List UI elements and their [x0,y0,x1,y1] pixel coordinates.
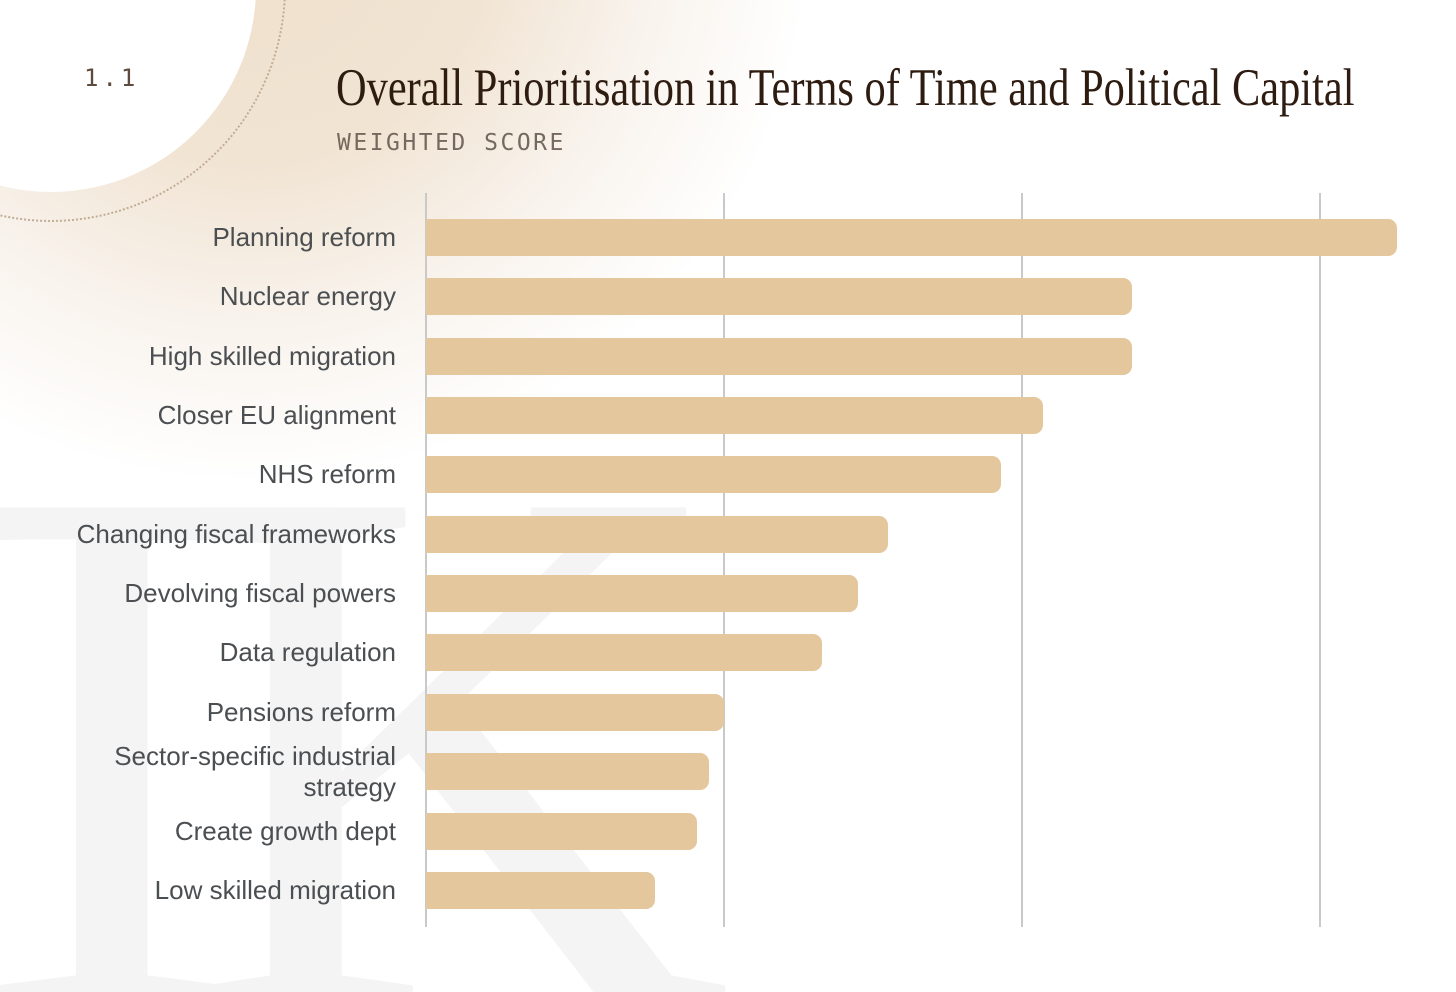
category-label-text: Low skilled migration [154,875,396,905]
bar [426,278,1132,315]
bar [426,338,1132,375]
category-label-text: Closer EU alignment [157,400,396,430]
category-label: Changing fiscal frameworks [51,497,396,573]
category-label: Pensions reform [51,675,396,751]
bar [426,753,709,790]
bar [426,872,655,909]
slide-number: 1.1 [84,64,140,92]
bar [426,694,724,731]
category-label-text: Pensions reform [206,697,396,727]
bar [426,516,888,553]
category-label-text: NHS reform [258,459,396,489]
bar [426,219,1397,256]
category-label: Devolving fiscal powers [51,556,396,632]
x-gridline [1319,193,1321,927]
page-title: Overall Prioritisation in Terms of Time … [336,59,1355,117]
category-label: Sector-specific industrial strategy [51,734,396,810]
category-label: Planning reform [51,200,396,276]
y-axis-line [425,193,427,927]
category-label: Create growth dept [51,794,396,870]
bar [426,634,822,671]
x-gridline [1021,193,1023,927]
category-label: Data regulation [51,615,396,691]
category-label-text: Devolving fiscal powers [124,578,396,608]
category-label-text: Create growth dept [174,816,396,846]
x-gridline [723,193,725,927]
category-label: Closer EU alignment [51,378,396,454]
category-label-text: Changing fiscal frameworks [76,519,396,549]
bar [426,575,858,612]
category-label-text: High skilled migration [148,341,396,371]
category-label: Nuclear energy [51,259,396,335]
category-label-text: Nuclear energy [219,281,396,311]
bar [426,813,697,850]
category-label: Low skilled migration [51,853,396,929]
category-label-text: Sector-specific industrial strategy [114,740,396,802]
category-label: NHS reform [51,437,396,513]
category-label: High skilled migration [51,319,396,395]
category-label-text: Data regulation [219,637,396,667]
bar [426,397,1043,434]
bar [426,456,1001,493]
chart-subtitle: WEIGHTED SCORE [337,130,566,156]
category-label-text: Planning reform [212,222,396,252]
